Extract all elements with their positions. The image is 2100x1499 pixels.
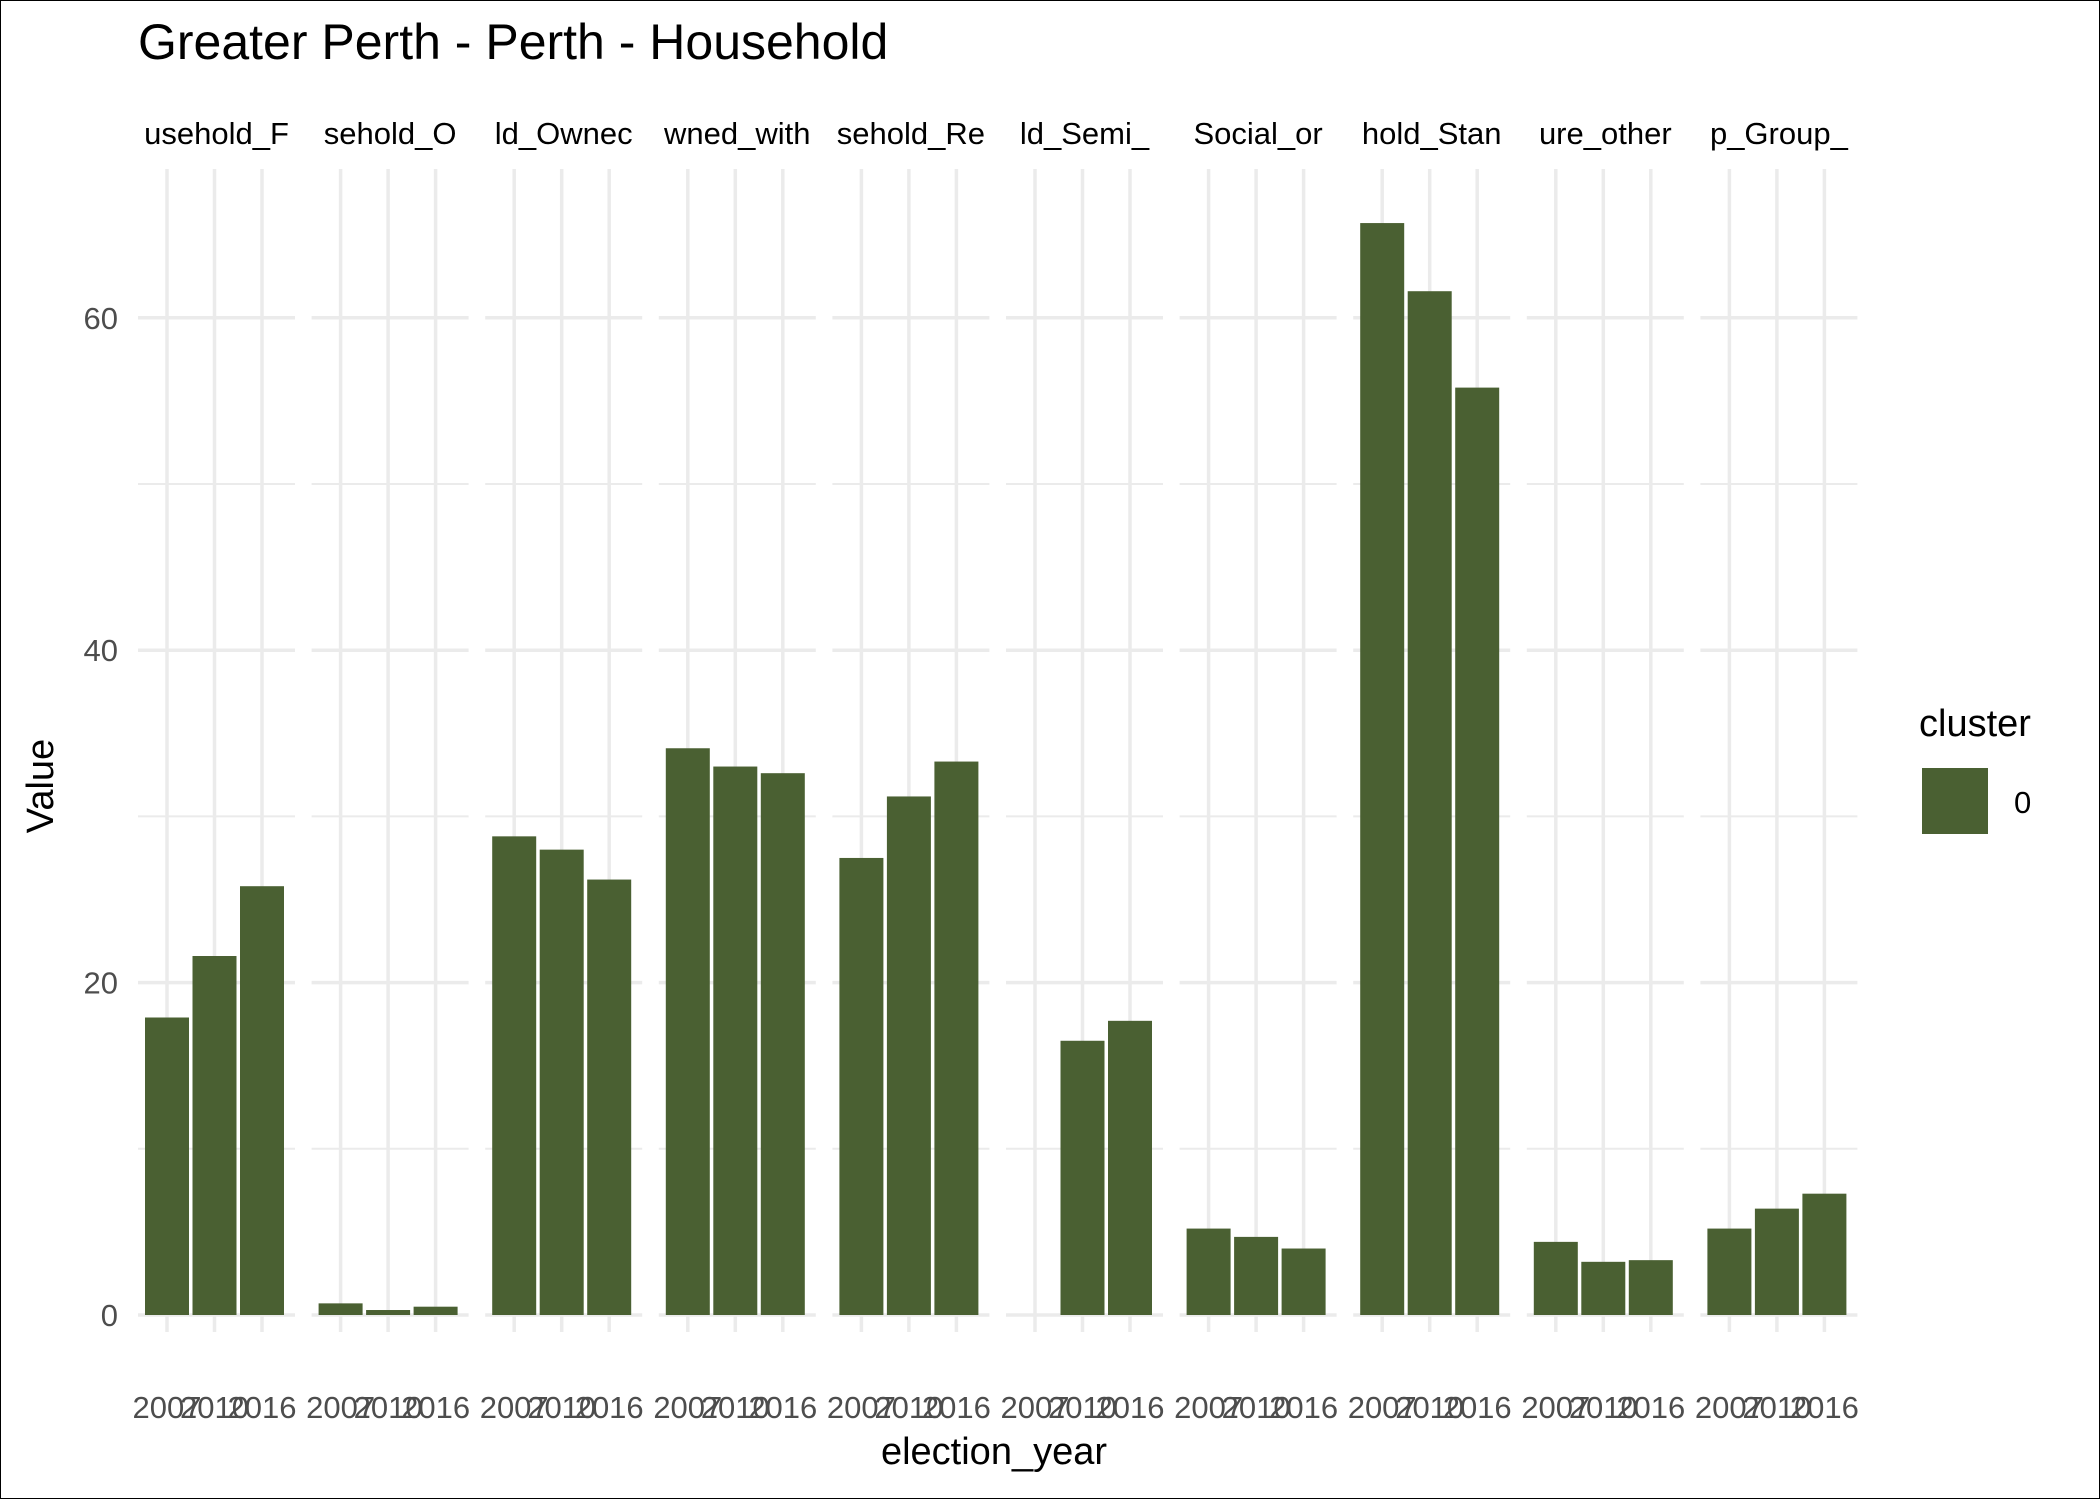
bar — [587, 879, 632, 1315]
y-axis-label: Value — [20, 739, 62, 833]
facet-strip-label: hold_Stan — [1362, 116, 1502, 151]
bar — [886, 796, 931, 1315]
chart-title: Greater Perth - Perth - Household — [138, 14, 888, 70]
x-tick-label: 2016 — [1443, 1390, 1512, 1425]
bar — [240, 886, 284, 1315]
x-tick-label: 2007 — [306, 1390, 375, 1425]
x-tick-label: 2007 — [1348, 1390, 1417, 1425]
bar — [366, 1310, 411, 1315]
bar — [1186, 1228, 1231, 1315]
facet-strip-label: sehold_Re — [837, 116, 985, 151]
legend-key-swatch — [1922, 768, 1988, 834]
x-axis-label: election_year — [881, 1431, 1107, 1473]
bar — [1802, 1193, 1847, 1315]
bar — [1060, 1040, 1105, 1315]
x-tick-label: 2007 — [480, 1390, 549, 1425]
bar — [1707, 1228, 1752, 1315]
bar — [1234, 1236, 1279, 1315]
x-tick-label: 2007 — [1174, 1390, 1243, 1425]
bar — [1281, 1248, 1326, 1315]
bar — [1407, 291, 1452, 1315]
x-tick-label: 2007 — [133, 1390, 202, 1425]
y-tick-label: 20 — [84, 966, 118, 1001]
facet-strip-label: ld_Semi_ — [1020, 116, 1150, 151]
facet-strip-label: sehold_O — [324, 116, 457, 151]
bar — [1628, 1260, 1673, 1315]
x-tick-label: 2016 — [1269, 1390, 1338, 1425]
x-tick-label: 2016 — [401, 1390, 470, 1425]
facet-strip-label: Social_or — [1193, 116, 1322, 151]
y-axis: 0 20 40 60 — [84, 301, 118, 1333]
legend: cluster 0 — [1919, 703, 2031, 834]
bar — [934, 761, 979, 1315]
bar — [539, 849, 584, 1315]
bar — [1108, 1020, 1152, 1315]
x-tick-label: 2016 — [575, 1390, 644, 1425]
bar — [713, 766, 758, 1315]
x-tick-label: 2007 — [1695, 1390, 1764, 1425]
x-tick-label: 2010 — [1048, 1390, 1117, 1425]
facet-strip-label: ure_other — [1539, 116, 1672, 151]
bar — [1754, 1208, 1799, 1315]
legend-key-label: 0 — [2014, 785, 2031, 820]
bar — [1455, 387, 1500, 1315]
x-tick-label: 2016 — [922, 1390, 991, 1425]
legend-title: cluster — [1919, 703, 2031, 745]
y-tick-label: 40 — [84, 633, 118, 668]
bar — [665, 748, 710, 1315]
bar — [1581, 1261, 1626, 1315]
bar — [760, 773, 805, 1315]
x-tick-label: 2007 — [827, 1390, 896, 1425]
facet-strip-label: wned_with — [663, 116, 810, 151]
facet-strip-label: p_Group_ — [1710, 116, 1849, 151]
x-tick-label: 2010 — [874, 1390, 943, 1425]
x-tick-label: 2010 — [354, 1390, 423, 1425]
x-tick-label: 2016 — [1790, 1390, 1859, 1425]
bar — [192, 956, 237, 1315]
bar — [839, 857, 884, 1315]
x-tick-label: 2016 — [748, 1390, 817, 1425]
y-tick-label: 0 — [101, 1298, 118, 1333]
x-tick-label: 2010 — [1569, 1390, 1638, 1425]
y-tick-label: 60 — [84, 301, 118, 336]
bar — [1360, 223, 1405, 1315]
bar — [492, 836, 537, 1315]
x-tick-label: 2016 — [1616, 1390, 1685, 1425]
x-tick-label: 2010 — [180, 1390, 249, 1425]
facet-panels: usehold_F200720102016sehold_O20072010201… — [133, 116, 1859, 1425]
bar — [318, 1303, 363, 1315]
x-tick-label: 2010 — [1395, 1390, 1464, 1425]
x-tick-label: 2010 — [1742, 1390, 1811, 1425]
x-tick-label: 2010 — [527, 1390, 596, 1425]
x-tick-label: 2007 — [1001, 1390, 1070, 1425]
facet-strip-label: usehold_F — [144, 116, 289, 151]
x-tick-label: 2016 — [228, 1390, 297, 1425]
bar — [413, 1306, 458, 1315]
x-tick-label: 2010 — [701, 1390, 770, 1425]
x-tick-label: 2007 — [653, 1390, 722, 1425]
bar — [145, 1017, 189, 1315]
x-tick-label: 2007 — [1521, 1390, 1590, 1425]
facet-strip-label: ld_Ownec — [495, 116, 633, 151]
x-tick-label: 2010 — [1222, 1390, 1291, 1425]
bar — [1533, 1241, 1578, 1315]
x-tick-label: 2016 — [1096, 1390, 1165, 1425]
